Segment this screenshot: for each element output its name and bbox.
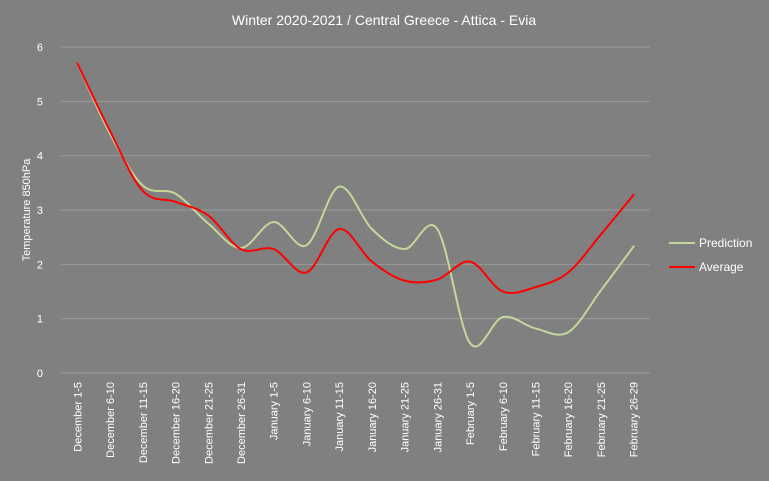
- x-tick-label: December 21-25: [203, 382, 215, 464]
- legend-label: Average: [699, 260, 744, 274]
- x-tick-label: February 21-25: [596, 382, 608, 457]
- x-tick-label: January 6-10: [301, 382, 313, 446]
- legend-item-prediction: Prediction: [669, 236, 752, 250]
- series-lines: [76, 62, 635, 348]
- x-tick-label: February 11-15: [530, 382, 542, 456]
- series-line-prediction: [76, 62, 635, 348]
- x-tick-label: December 6-10: [105, 382, 117, 458]
- y-axis-label: Temperature 850hPa: [21, 158, 33, 262]
- x-tick-label: January 21-25: [400, 382, 412, 452]
- x-tick-label: February 6-10: [498, 382, 510, 451]
- y-tick-label: 0: [37, 368, 43, 380]
- legend-label: Prediction: [699, 236, 752, 250]
- y-tick-label: 5: [37, 96, 43, 108]
- x-tick-label: February 1-5: [465, 382, 477, 445]
- series-line-average: [76, 62, 635, 295]
- chart-title: Winter 2020-2021 / Central Greece - Atti…: [232, 12, 536, 28]
- y-tick-label: 4: [37, 151, 43, 163]
- x-tick-label: December 1-5: [72, 382, 84, 452]
- x-tick-label: January 16-20: [367, 382, 379, 452]
- y-tick-label: 1: [37, 314, 43, 326]
- x-tick-label: February 16-20: [563, 382, 575, 457]
- legend-item-average: Average: [669, 260, 744, 274]
- x-axis-ticks: December 1-5 December 6-10 December 11-15 D…: [72, 382, 640, 464]
- grid-lines: [61, 46, 650, 374]
- y-tick-label: 2: [37, 259, 43, 271]
- y-tick-label: 3: [37, 205, 43, 217]
- x-tick-label: December 26-31: [236, 382, 248, 464]
- x-tick-label: January 26-31: [432, 382, 444, 452]
- x-tick-label: December 11-15: [138, 382, 150, 463]
- x-tick-label: February 26-29: [629, 382, 641, 457]
- y-axis-ticks: 0 1 2 3 4 5 6: [37, 42, 43, 380]
- y-tick-label: 6: [37, 42, 43, 54]
- x-tick-label: December 16-20: [171, 382, 183, 464]
- legend: Prediction Average: [669, 236, 752, 274]
- x-tick-label: January 1-5: [269, 382, 281, 440]
- x-tick-label: January 11-15: [334, 382, 346, 452]
